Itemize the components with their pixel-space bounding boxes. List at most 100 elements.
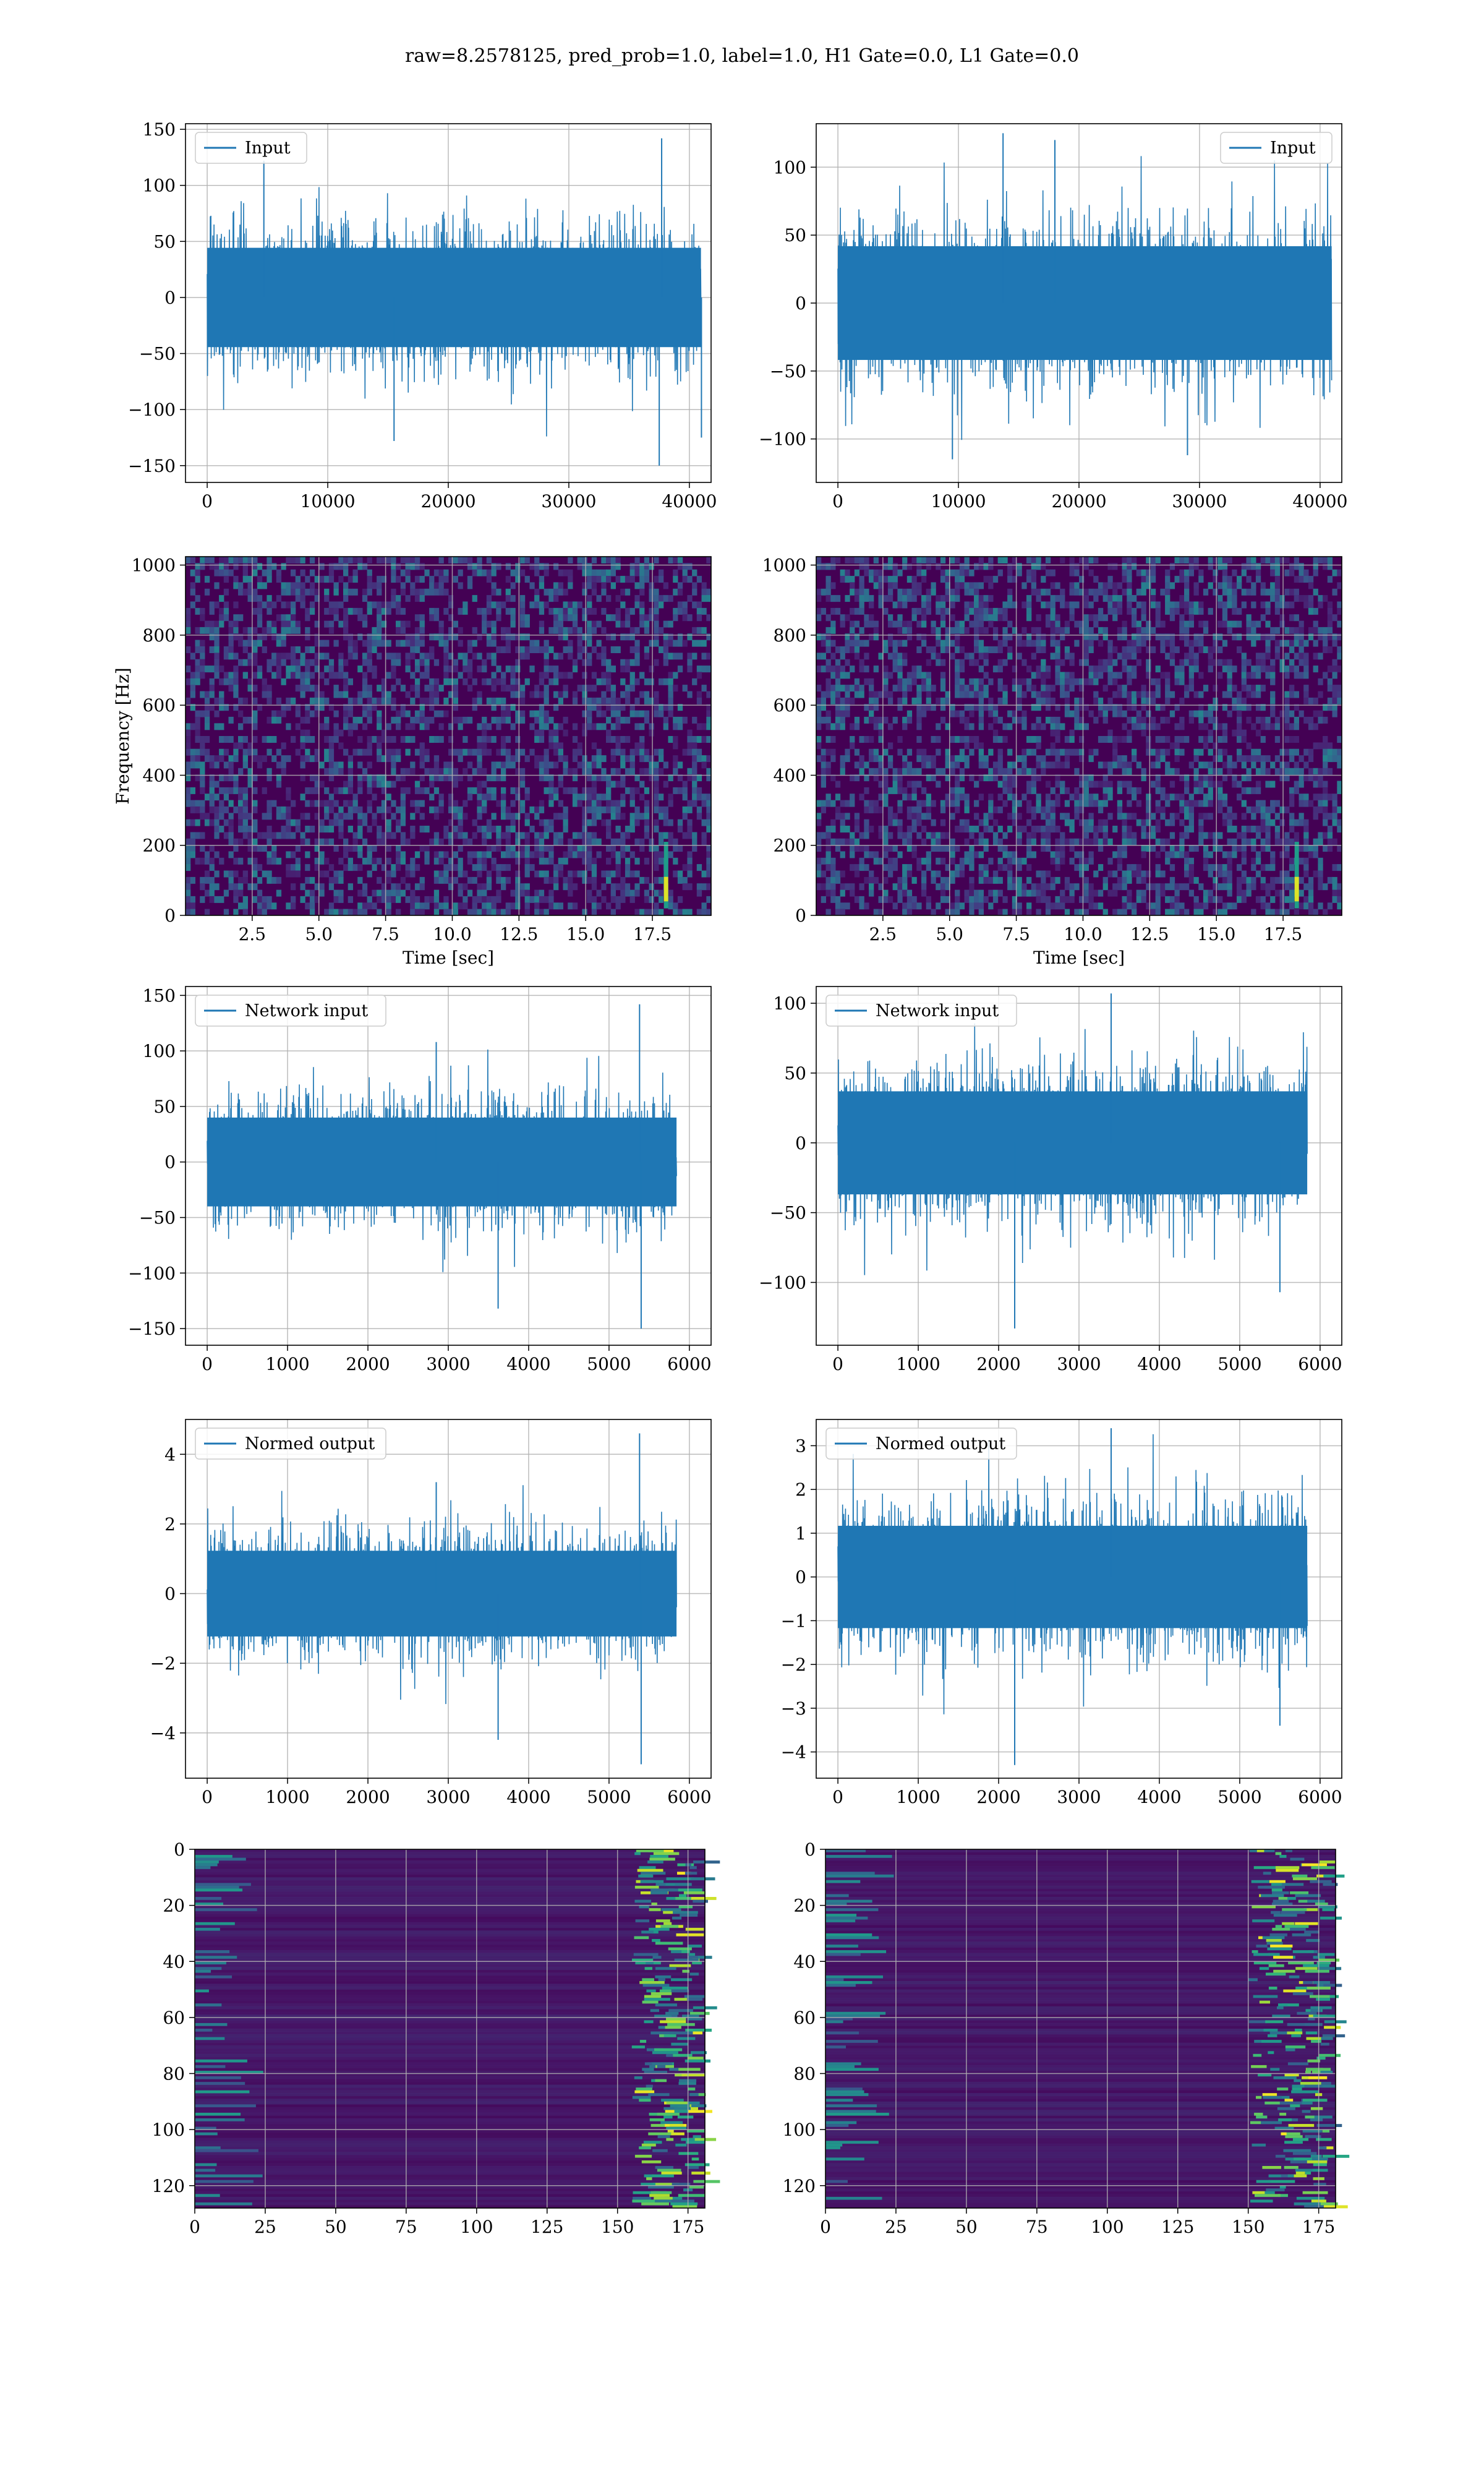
- l1-input-xtick-label: 40000: [1292, 491, 1347, 511]
- l1-network-input-legend-box: [825, 995, 1017, 1027]
- h1-spectrogram-ytick-label: 1000: [132, 555, 176, 576]
- h1-network-input-legend-label: Network input: [245, 1001, 368, 1021]
- l1-spectrogram-ytick-label: 0: [795, 905, 806, 926]
- l1-network-input-ytick-label: −50: [770, 1203, 806, 1223]
- h1-network-input-xtick-label: 1000: [265, 1354, 309, 1374]
- l1-normed-output-series-core: [838, 1525, 1308, 1629]
- h1-spectrogram-axes: 2.5 5.0 7.5 10.0 12.5 15.0 17.5 0 200 400 600 800 10…: [113, 555, 712, 968]
- h1-normed-output-series-core: [207, 1551, 677, 1637]
- h1-network-input-series-core: [207, 1117, 677, 1207]
- l1-network-input-xtick-label: 1000: [896, 1354, 940, 1374]
- h1-input-ytick-label: −50: [139, 344, 176, 364]
- l1-spectrogram-axes: 2.5 5.0 7.5 10.0 12.5 15.0 17.5 0 200 400 600 800 10…: [762, 555, 1342, 968]
- h1-normed-output-ytick-label: 0: [164, 1584, 176, 1604]
- l1-normed-output-legend: Normed output: [825, 1427, 1017, 1460]
- l1-feature-map-axes: 0 25 50 75 100 125 150 175 0 20 40 60 80 100 120: [783, 1839, 1350, 2237]
- h1-normed-output-ytick-label: 4: [164, 1444, 176, 1465]
- h1-feature-map-ytick-label: 120: [152, 2176, 185, 2196]
- l1-feature-map-ytick-label: 60: [793, 2008, 816, 2028]
- l1-normed-output-xtick-label: 0: [832, 1787, 843, 1807]
- l1-normed-output-xtick-label: 2000: [976, 1787, 1020, 1807]
- h1-input-ytick-label: −150: [128, 456, 176, 476]
- l1-input-series-core: [838, 246, 1332, 360]
- l1-feature-map-xtick-label: 125: [1161, 2217, 1194, 2237]
- l1-feature-map-xtick-label: 150: [1232, 2217, 1264, 2237]
- l1-input-legend-box: [1220, 132, 1333, 164]
- l1-normed-output-xtick-label: 6000: [1298, 1787, 1342, 1807]
- l1-spectrogram-xtick-label: 7.5: [1002, 924, 1030, 944]
- l1-network-input-xtick-label: 0: [832, 1354, 843, 1374]
- l1-network-input-axes: 0 1000 2000 3000 4000 5000 6000 −100 −50 0 50 100 Ne…: [759, 986, 1342, 1374]
- h1-normed-output-xtick-label: 2000: [346, 1787, 390, 1807]
- h1-normed-output-ytick-label: 2: [164, 1514, 176, 1534]
- h1-spectrogram-ytick-label: 800: [143, 625, 176, 646]
- h1-normed-output-xtick-label: 1000: [265, 1787, 309, 1807]
- l1-network-input-ytick-label: 50: [784, 1063, 806, 1084]
- h1-spectrogram-xtick-label: 10.0: [433, 924, 471, 944]
- l1-normed-output-legend-box: [825, 1427, 1017, 1460]
- h1-spectrogram-ytick-label: 200: [143, 836, 176, 856]
- l1-spectrogram-ytick-label: 200: [774, 836, 806, 856]
- h1-network-input-ytick-label: 50: [153, 1097, 176, 1117]
- h1-input-axes: 0 10000 20000 30000 40000 −150 −100 −50 0 50 100 15…: [128, 119, 717, 511]
- l1-feature-map-xtick-label: 75: [1026, 2217, 1048, 2237]
- l1-feature-map-xtick-label: 0: [820, 2217, 831, 2237]
- subplot-grid: 0 10000 20000 30000 40000−150−100−5005010015…: [113, 119, 1350, 2237]
- l1-normed-output-ytick-label: −1: [781, 1611, 806, 1631]
- l1-input-legend: Input: [1220, 132, 1333, 164]
- l1-spectrogram-spines: [816, 556, 1342, 916]
- h1-input-xtick-label: 0: [202, 491, 213, 511]
- h1-network-input-legend-box: [195, 995, 386, 1027]
- l1-network-input-xtick-label: 5000: [1217, 1354, 1261, 1374]
- l1-input-xtick-label: 0: [832, 491, 843, 511]
- l1-input-xtick-label: 20000: [1051, 491, 1106, 511]
- h1-spectrogram-xtick-label: 12.5: [500, 924, 538, 944]
- l1-spectrogram-ytick-label: 600: [774, 695, 806, 716]
- h1-network-input-xtick-label: 2000: [346, 1354, 390, 1374]
- h1-network-input-ytick-label: −50: [139, 1207, 176, 1228]
- h1-feature-map-axes: 0 25 50 75 100 125 150 175 0 20 40 60 80 100 120: [152, 1839, 720, 2237]
- l1-network-input-xtick-label: 4000: [1137, 1354, 1181, 1374]
- l1-normed-output-axes: 0 1000 2000 3000 4000 5000 6000 −4 −3 −2 −1 0 1 2 3 Nor…: [781, 1419, 1342, 1807]
- h1-network-input-ytick-label: 150: [143, 985, 176, 1006]
- h1-feature-map-xtick-label: 75: [395, 2217, 417, 2237]
- h1-spectrogram-spines: [185, 556, 712, 916]
- h1-spectrogram-ytick-label: 0: [164, 905, 176, 926]
- h1-normed-output-ytick-label: −2: [150, 1653, 176, 1674]
- h1-feature-map-xtick-label: 100: [460, 2217, 493, 2237]
- h1-spectrogram-xtick-label: 7.5: [372, 924, 399, 944]
- l1-spectrogram-ytick-label: 400: [774, 765, 806, 785]
- h1-feature-map-xtick-label: 25: [254, 2217, 276, 2237]
- l1-normed-output-xtick-label: 4000: [1137, 1787, 1181, 1807]
- h1-spectrogram-xtick-label: 17.5: [633, 924, 672, 944]
- h1-feature-map-xtick-label: 175: [672, 2217, 704, 2237]
- l1-network-input-series-core: [838, 1091, 1308, 1195]
- l1-feature-map-image: [825, 1849, 1350, 2209]
- l1-input-xtick-label: 30000: [1172, 491, 1227, 511]
- h1-input-legend: Input: [195, 132, 307, 164]
- h1-network-input-ytick-label: 0: [164, 1152, 176, 1173]
- h1-network-input-spines: [185, 986, 712, 1346]
- h1-input-ytick-label: 100: [143, 176, 176, 196]
- l1-feature-map-ytick-label: 0: [804, 1839, 816, 1860]
- l1-normed-output-ytick-label: 3: [795, 1436, 806, 1456]
- h1-feature-map-ytick-label: 40: [163, 1951, 185, 1972]
- h1-feature-map-ytick-label: 20: [163, 1896, 185, 1916]
- l1-network-input-ytick-label: −100: [759, 1272, 806, 1293]
- h1-feature-map-spines: [194, 1849, 706, 2209]
- l1-spectrogram-grid: [816, 557, 1342, 916]
- l1-normed-output-ytick-label: 2: [795, 1479, 806, 1500]
- h1-network-input-xtick-label: 5000: [587, 1354, 631, 1374]
- l1-spectrogram-xtick-label: 10.0: [1064, 924, 1102, 944]
- l1-feature-map-xtick-label: 175: [1302, 2217, 1335, 2237]
- h1-network-input-ytick-label: 100: [143, 1041, 176, 1061]
- h1-feature-map-xtick-label: 50: [325, 2217, 347, 2237]
- l1-input-ytick-label: 0: [795, 293, 806, 314]
- l1-spectrogram-xtick-label: 5.0: [936, 924, 963, 944]
- h1-input-xtick-label: 20000: [420, 491, 475, 511]
- l1-spectrogram-xtick-label: 15.0: [1197, 924, 1235, 944]
- h1-network-input-xtick-label: 4000: [506, 1354, 550, 1374]
- l1-normed-output-xtick-label: 1000: [896, 1787, 940, 1807]
- l1-spectrogram-image: [816, 557, 1342, 916]
- h1-feature-map-ytick-label: 60: [163, 2008, 185, 2028]
